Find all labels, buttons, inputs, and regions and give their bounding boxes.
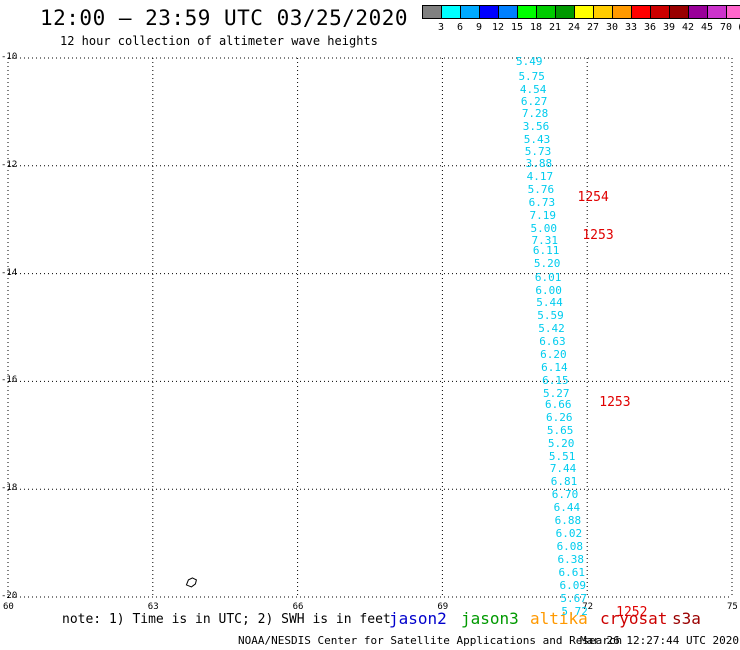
swh-value: 6.66 xyxy=(544,397,572,411)
scale-label: 39 xyxy=(662,22,676,33)
credit-line: NOAA/NESDIS Center for Satellite Applica… xyxy=(238,634,623,647)
swh-value: 5.65 xyxy=(546,423,574,437)
swh-value: 5.67 xyxy=(560,591,587,605)
longitude-label: 66 xyxy=(292,602,304,612)
swh-value: 6.15 xyxy=(542,374,569,388)
pass-number: 1253 xyxy=(599,394,631,410)
swh-value: 6.63 xyxy=(539,335,566,349)
scale-unit: (ft) xyxy=(737,22,740,33)
swh-value: 5.49 xyxy=(516,55,543,68)
longitude-label: 72 xyxy=(582,602,594,612)
scale-label: 45 xyxy=(700,22,714,33)
swh-value: 5.76 xyxy=(527,183,555,197)
swh-value: 6.88 xyxy=(554,514,582,528)
pass-number: 1254 xyxy=(577,190,609,206)
footer-note: note: 1) Time is in UTC; 2) SWH is in fe… xyxy=(62,612,391,627)
swh-value: 5.20 xyxy=(547,436,575,450)
satellite-name: altika xyxy=(530,609,588,628)
swh-value: 6.26 xyxy=(545,410,573,424)
scale-label: 3 xyxy=(437,22,445,33)
swh-value: 5.00 xyxy=(530,222,558,236)
swh-value: 7.31 xyxy=(531,234,558,248)
satellite-name: jason2 xyxy=(389,609,447,628)
page-title: 12:00 – 23:59 UTC 03/25/2020 xyxy=(40,6,409,30)
scale-swatch xyxy=(726,5,740,19)
longitude-label: 75 xyxy=(727,602,738,612)
pass-number: 1253 xyxy=(582,227,614,243)
scale-label: 33 xyxy=(624,22,638,33)
swh-value: 6.14 xyxy=(541,361,568,375)
scale-label: 27 xyxy=(586,22,600,33)
swh-value: 5.51 xyxy=(548,449,576,463)
swh-value: 4.17 xyxy=(526,170,554,184)
swh-value: 5.59 xyxy=(537,309,564,323)
scale-label: 12 xyxy=(491,22,505,33)
swh-value: 6.27 xyxy=(520,94,548,108)
swh-value: 6.81 xyxy=(550,475,578,489)
swh-value: 5.44 xyxy=(536,296,563,310)
latitude-label: -10 xyxy=(1,52,18,62)
swh-value: 6.70 xyxy=(551,488,579,502)
scale-label: 24 xyxy=(567,22,581,33)
swh-value: 5.72 xyxy=(561,604,588,618)
satellite-name: s3a xyxy=(672,609,701,628)
page-subtitle: 12 hour collection of altimeter wave hei… xyxy=(60,34,378,48)
longitude-label: 60 xyxy=(3,602,14,612)
scale-label: 9 xyxy=(475,22,483,33)
swh-value: 6.08 xyxy=(556,540,584,554)
swh-value: 5.75 xyxy=(518,69,545,83)
swh-value: 6.73 xyxy=(528,196,556,210)
swh-value: 7.28 xyxy=(521,107,549,121)
scale-label: 30 xyxy=(605,22,619,33)
satellite-name: jason3 xyxy=(461,609,519,628)
swh-value: 6.01 xyxy=(534,270,562,284)
swh-value: 6.11 xyxy=(532,243,560,257)
scale-label: 42 xyxy=(681,22,695,33)
swh-value: 5.43 xyxy=(523,132,551,146)
scale-label: 21 xyxy=(548,22,562,33)
longitude-label: 63 xyxy=(147,602,159,612)
swh-value: 6.38 xyxy=(557,553,585,567)
scale-label: 36 xyxy=(643,22,657,33)
swh-value: 5.20 xyxy=(533,257,561,271)
latitude-label: -16 xyxy=(1,375,18,386)
swh-value: 3.56 xyxy=(522,119,550,133)
latitude-label: -12 xyxy=(1,159,18,170)
swh-value: 5.73 xyxy=(524,145,552,158)
swh-value: 6.20 xyxy=(540,348,567,362)
swh-value: 6.02 xyxy=(555,527,583,541)
swh-value: 3.88 xyxy=(525,157,553,171)
swh-value: 5.27 xyxy=(543,387,570,401)
scale-label: 18 xyxy=(529,22,543,33)
swh-value: 7.19 xyxy=(529,209,557,223)
swh-value: 6.09 xyxy=(559,578,586,592)
scale-label: 70 xyxy=(719,22,733,33)
swh-value: 6.44 xyxy=(553,501,581,515)
swh-value: 6.00 xyxy=(535,283,562,297)
satellite-name: cryosat xyxy=(600,609,668,628)
swh-value: 4.54 xyxy=(519,83,547,97)
timestamp: Mar 26 12:27:44 UTC 2020 xyxy=(580,634,739,647)
longitude-label: 69 xyxy=(437,602,449,612)
island-outline xyxy=(185,577,197,588)
swh-value: 5.42 xyxy=(538,322,565,336)
scale-label: 6 xyxy=(456,22,464,33)
pass-number: 1252 xyxy=(616,605,648,621)
latitude-label: -14 xyxy=(1,267,18,278)
latitude-label: -18 xyxy=(1,483,18,494)
latitude-label: -20 xyxy=(1,591,18,601)
scale-label: 15 xyxy=(510,22,524,33)
swh-value: 6.61 xyxy=(558,565,586,579)
swh-value: 7.44 xyxy=(549,462,577,476)
